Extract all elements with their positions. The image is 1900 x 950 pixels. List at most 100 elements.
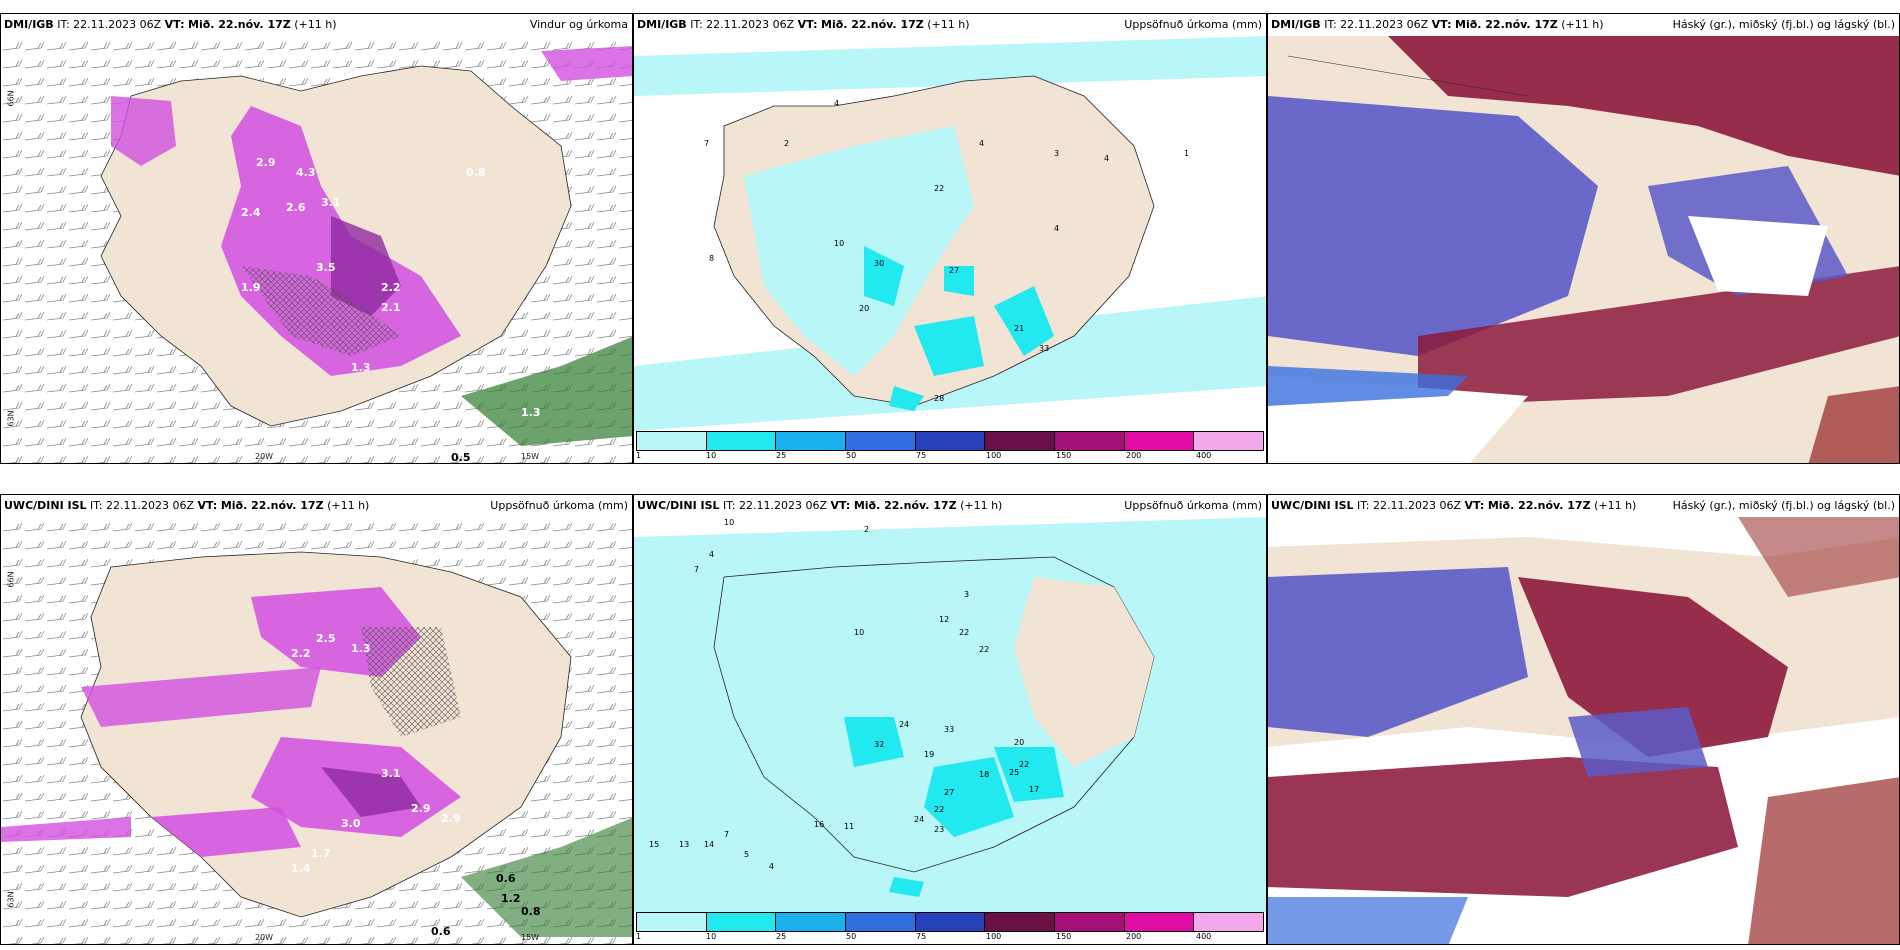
- wind-label: 0.6: [431, 925, 451, 938]
- precip-label: 33: [944, 725, 954, 734]
- map-accum-precip: 7 4 2 4 3 4 1 22 10 4 8 30 27 20 21 33 2…: [634, 36, 1266, 431]
- wind-label: 2.9: [441, 812, 461, 825]
- precip-label: 4: [1104, 154, 1109, 163]
- precip-label: 33: [1039, 344, 1049, 353]
- wind-label: 3.1: [381, 767, 401, 780]
- colorbar-label: 150: [1056, 932, 1072, 941]
- lead-time: (+11 h): [294, 18, 337, 31]
- wind-label: 0.5: [451, 451, 471, 464]
- panel-wind-precip-uwc: UWC/DINI ISL IT: 22.11.2023 06Z VT: Mið.…: [0, 494, 633, 945]
- precip-label: 13: [679, 840, 689, 849]
- model-name: UWC/DINI ISL: [4, 499, 87, 512]
- colorbar-swatch: [637, 432, 707, 450]
- precip-label: 4: [834, 99, 839, 108]
- precip-label: 16: [814, 820, 824, 829]
- colorbar-swatch: [776, 913, 847, 931]
- model-name: DMI/IGB: [4, 18, 54, 31]
- wind-label: 2.9: [411, 802, 431, 815]
- colorbar-swatch: [1194, 432, 1264, 450]
- precip-label: 12: [939, 615, 949, 624]
- wind-label: 3.5: [316, 261, 336, 274]
- panel-header: UWC/DINI ISL IT: 22.11.2023 06Z VT: Mið.…: [1268, 495, 1899, 517]
- colorbar-label: 1: [636, 932, 642, 941]
- precip-label: 10: [724, 518, 734, 527]
- wind-label: 2.9: [256, 156, 276, 169]
- precip-label: 14: [704, 840, 714, 849]
- wind-label: 1.2: [501, 892, 521, 905]
- panel-clouds-dmi: DMI/IGB IT: 22.11.2023 06Z VT: Mið. 22.n…: [1267, 13, 1900, 464]
- init-time: IT: 22.11.2023 06Z: [1324, 18, 1429, 31]
- precip-label: 23: [934, 825, 944, 834]
- init-time: IT: 22.11.2023 06Z: [723, 499, 828, 512]
- colorbar-label: 25: [776, 451, 787, 460]
- valid-time-label: VT:: [830, 499, 851, 512]
- lat-tick: 66N: [6, 90, 16, 107]
- init-time: IT: 22.11.2023 06Z: [1357, 499, 1462, 512]
- colorbar-swatch: [637, 913, 707, 931]
- precip-label: 22: [934, 184, 944, 193]
- map-wind-precip: 2.5 2.2 1.3 2.9 3.1 3.0 2.9 1.7 1.4 0.6 …: [1, 517, 632, 944]
- field-name: Háský (gr.), miðský (fj.bl.) og lágský (…: [1672, 18, 1895, 31]
- precip-label: 7: [704, 139, 709, 148]
- precip-label: 20: [859, 304, 869, 313]
- colorbar-swatch: [846, 913, 916, 931]
- panel-header: DMI/IGB IT: 22.11.2023 06Z VT: Mið. 22.n…: [634, 14, 1266, 36]
- field-name: Vindur og úrkoma: [529, 18, 628, 31]
- panel-header: UWC/DINI ISL IT: 22.11.2023 06Z VT: Mið.…: [1, 495, 632, 517]
- lon-tick: 15W: [521, 452, 540, 461]
- lead-time: (+11 h): [327, 499, 370, 512]
- colorbar-swatch: [1055, 432, 1125, 450]
- lon-tick: 15W: [521, 933, 540, 942]
- init-time: IT: 22.11.2023 06Z: [57, 18, 162, 31]
- colorbar-swatch: [915, 913, 986, 931]
- colorbar-label: 400: [1196, 932, 1212, 941]
- colorbar-swatch: [846, 432, 916, 450]
- valid-time: Mið. 22.nóv. 17Z: [821, 18, 924, 31]
- precip-label: 21: [1014, 324, 1024, 333]
- precip-label: 22: [1019, 760, 1029, 769]
- wind-label: 3.1: [321, 196, 341, 209]
- map-clouds: [1268, 517, 1899, 944]
- lead-time: (+11 h): [960, 499, 1003, 512]
- precip-label: 24: [914, 815, 924, 824]
- precip-label: 22: [934, 805, 944, 814]
- wind-label: 1.3: [351, 642, 371, 655]
- wind-label: 3.0: [341, 817, 361, 830]
- wind-label: 1.3: [351, 361, 371, 374]
- colorbar-labels: 1 10 25 50 75 100 150 200 400: [634, 451, 1266, 463]
- field-name: Uppsöfnuð úrkoma (mm): [1124, 499, 1262, 512]
- precip-label: 27: [944, 788, 954, 797]
- wind-label: 1.9: [241, 281, 261, 294]
- precip-label: 25: [1009, 768, 1019, 777]
- panel-accum-precip-uwc: UWC/DINI ISL IT: 22.11.2023 06Z VT: Mið.…: [633, 494, 1267, 945]
- panel-accum-precip-dmi: DMI/IGB IT: 22.11.2023 06Z VT: Mið. 22.n…: [633, 13, 1267, 464]
- valid-time: Mið. 22.nóv. 17Z: [1455, 18, 1558, 31]
- wind-label: 0.6: [496, 872, 516, 885]
- map-wind-precip: 2.9 4.3 2.4 2.6 3.1 3.5 2.2 2.1 1.9 1.3 …: [1, 36, 632, 464]
- valid-time: Mið. 22.nóv. 17Z: [1487, 499, 1591, 512]
- colorbar-label: 10: [706, 932, 717, 941]
- lat-tick: 66N: [6, 571, 16, 588]
- model-name: UWC/DINI ISL: [1271, 499, 1354, 512]
- valid-time-label: VT:: [197, 499, 218, 512]
- colorbar-label: 150: [1056, 451, 1072, 460]
- valid-time: Mið. 22.nóv. 17Z: [853, 499, 957, 512]
- colorbar-swatch: [1124, 913, 1195, 931]
- field-name: Háský (gr.), miðský (fj.bl.) og lágský (…: [1672, 499, 1895, 512]
- precip-label: 2: [784, 139, 789, 148]
- wind-label: 1.7: [311, 847, 331, 860]
- lead-time: (+11 h): [927, 18, 970, 31]
- precip-label: 4: [979, 139, 984, 148]
- panel-header: DMI/IGB IT: 22.11.2023 06Z VT: Mið. 22.n…: [1268, 14, 1899, 36]
- precip-label: 8: [709, 254, 714, 263]
- model-name: DMI/IGB: [1271, 18, 1321, 31]
- model-name: UWC/DINI ISL: [637, 499, 720, 512]
- wind-label: 2.6: [286, 201, 306, 214]
- colorbar-label: 100: [986, 451, 1002, 460]
- model-name: DMI/IGB: [637, 18, 687, 31]
- precip-label: 11: [844, 822, 854, 831]
- precip-label: 15: [649, 840, 659, 849]
- wind-label: 0.8: [466, 166, 486, 179]
- colorbar: [636, 912, 1264, 932]
- wind-label: 4.3: [296, 166, 316, 179]
